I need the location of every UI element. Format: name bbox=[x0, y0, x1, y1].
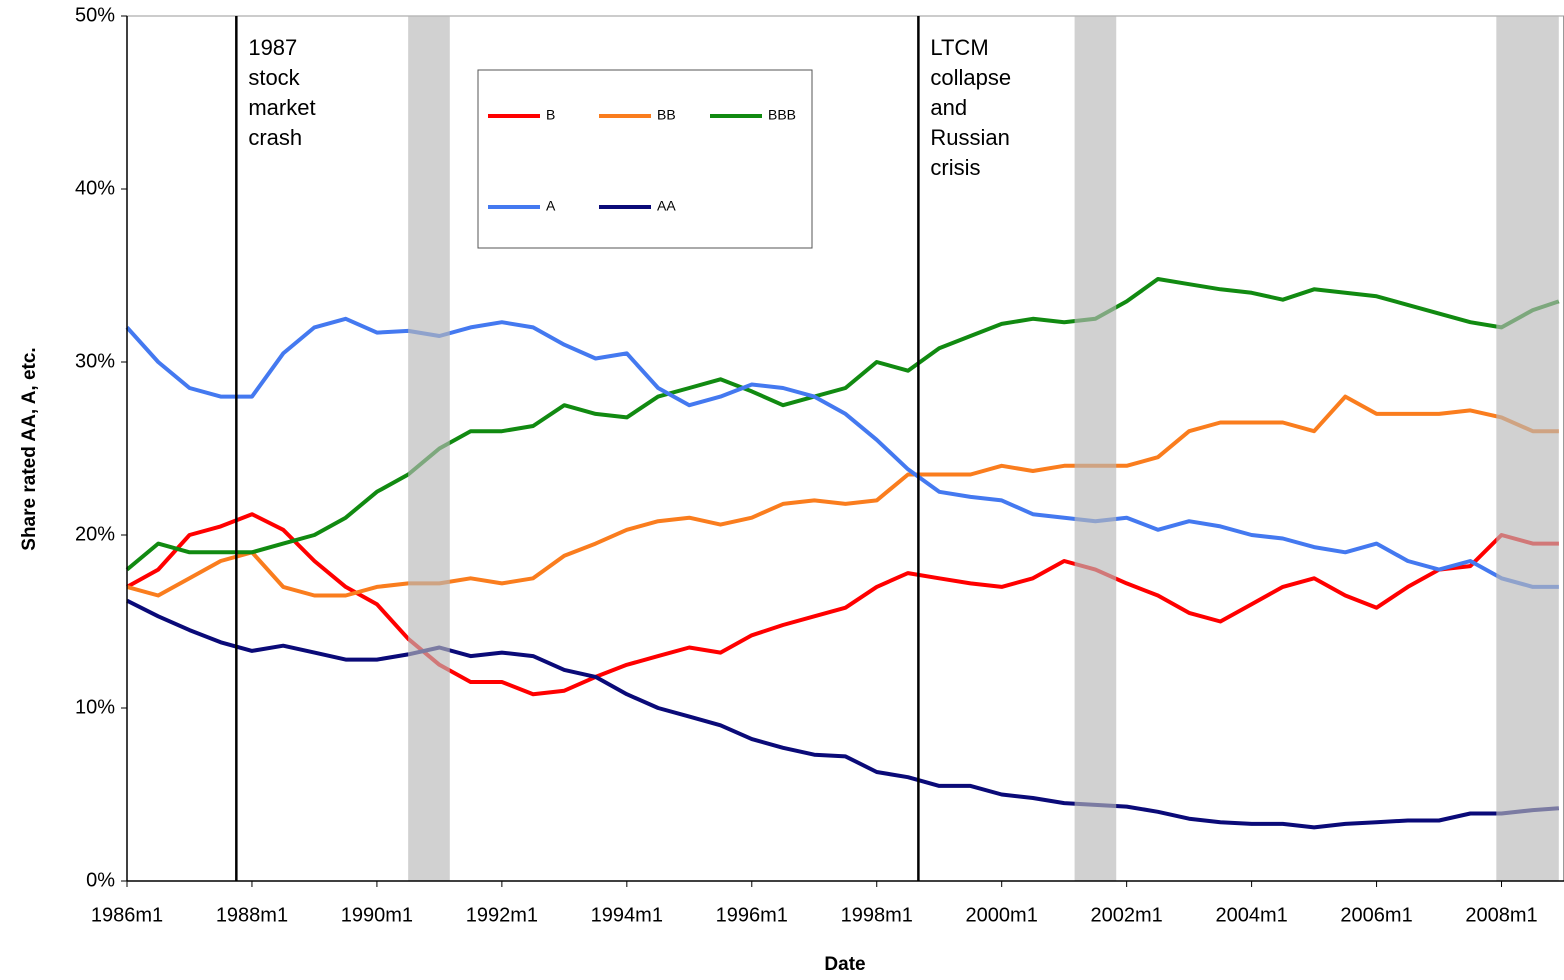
y-axis-label: Share rated AA, A, etc. bbox=[19, 347, 40, 550]
legend-label: A bbox=[546, 198, 556, 214]
series-line bbox=[126, 598, 1559, 830]
event-label: 1987 stock market crash bbox=[248, 35, 316, 150]
y-tick-label: 30% bbox=[75, 350, 115, 372]
y-tick-label: 50% bbox=[75, 4, 115, 26]
legend-label: BBB bbox=[768, 107, 796, 123]
x-tick-label: 1992m1 bbox=[466, 904, 538, 926]
x-tick-label: 1990m1 bbox=[341, 904, 413, 926]
x-tick-label: 1994m1 bbox=[591, 904, 663, 926]
y-tick-label: 0% bbox=[86, 869, 115, 891]
legend-label: BB bbox=[657, 107, 676, 123]
x-tick-label: 2000m1 bbox=[966, 904, 1038, 926]
legend-label: AA bbox=[657, 198, 676, 214]
x-tick-label: 2002m1 bbox=[1091, 904, 1163, 926]
legend-box bbox=[477, 69, 813, 249]
y-tick-label: 20% bbox=[75, 523, 115, 545]
x-tick-label: 1986m1 bbox=[91, 904, 163, 926]
x-tick-label: 2008m1 bbox=[1465, 904, 1537, 926]
legend-label: B bbox=[546, 107, 555, 123]
x-tick-label: 1988m1 bbox=[216, 904, 288, 926]
shaded-period bbox=[408, 16, 450, 881]
x-axis-label: Date bbox=[824, 954, 865, 975]
x-tick-label: 2006m1 bbox=[1340, 904, 1412, 926]
x-tick-label: 1998m1 bbox=[841, 904, 913, 926]
y-tick-label: 40% bbox=[75, 177, 115, 199]
series-line bbox=[126, 394, 1559, 598]
x-tick-label: 2004m1 bbox=[1215, 904, 1287, 926]
y-tick-label: 10% bbox=[75, 696, 115, 718]
series-line bbox=[126, 512, 1559, 697]
shaded-period bbox=[1074, 16, 1117, 881]
series-line bbox=[125, 277, 1560, 572]
event-label: LTCM collapse and Russian crisis bbox=[930, 35, 1012, 180]
shaded-period bbox=[1496, 16, 1559, 881]
series-line bbox=[125, 316, 1559, 589]
x-tick-label: 1996m1 bbox=[716, 904, 788, 926]
